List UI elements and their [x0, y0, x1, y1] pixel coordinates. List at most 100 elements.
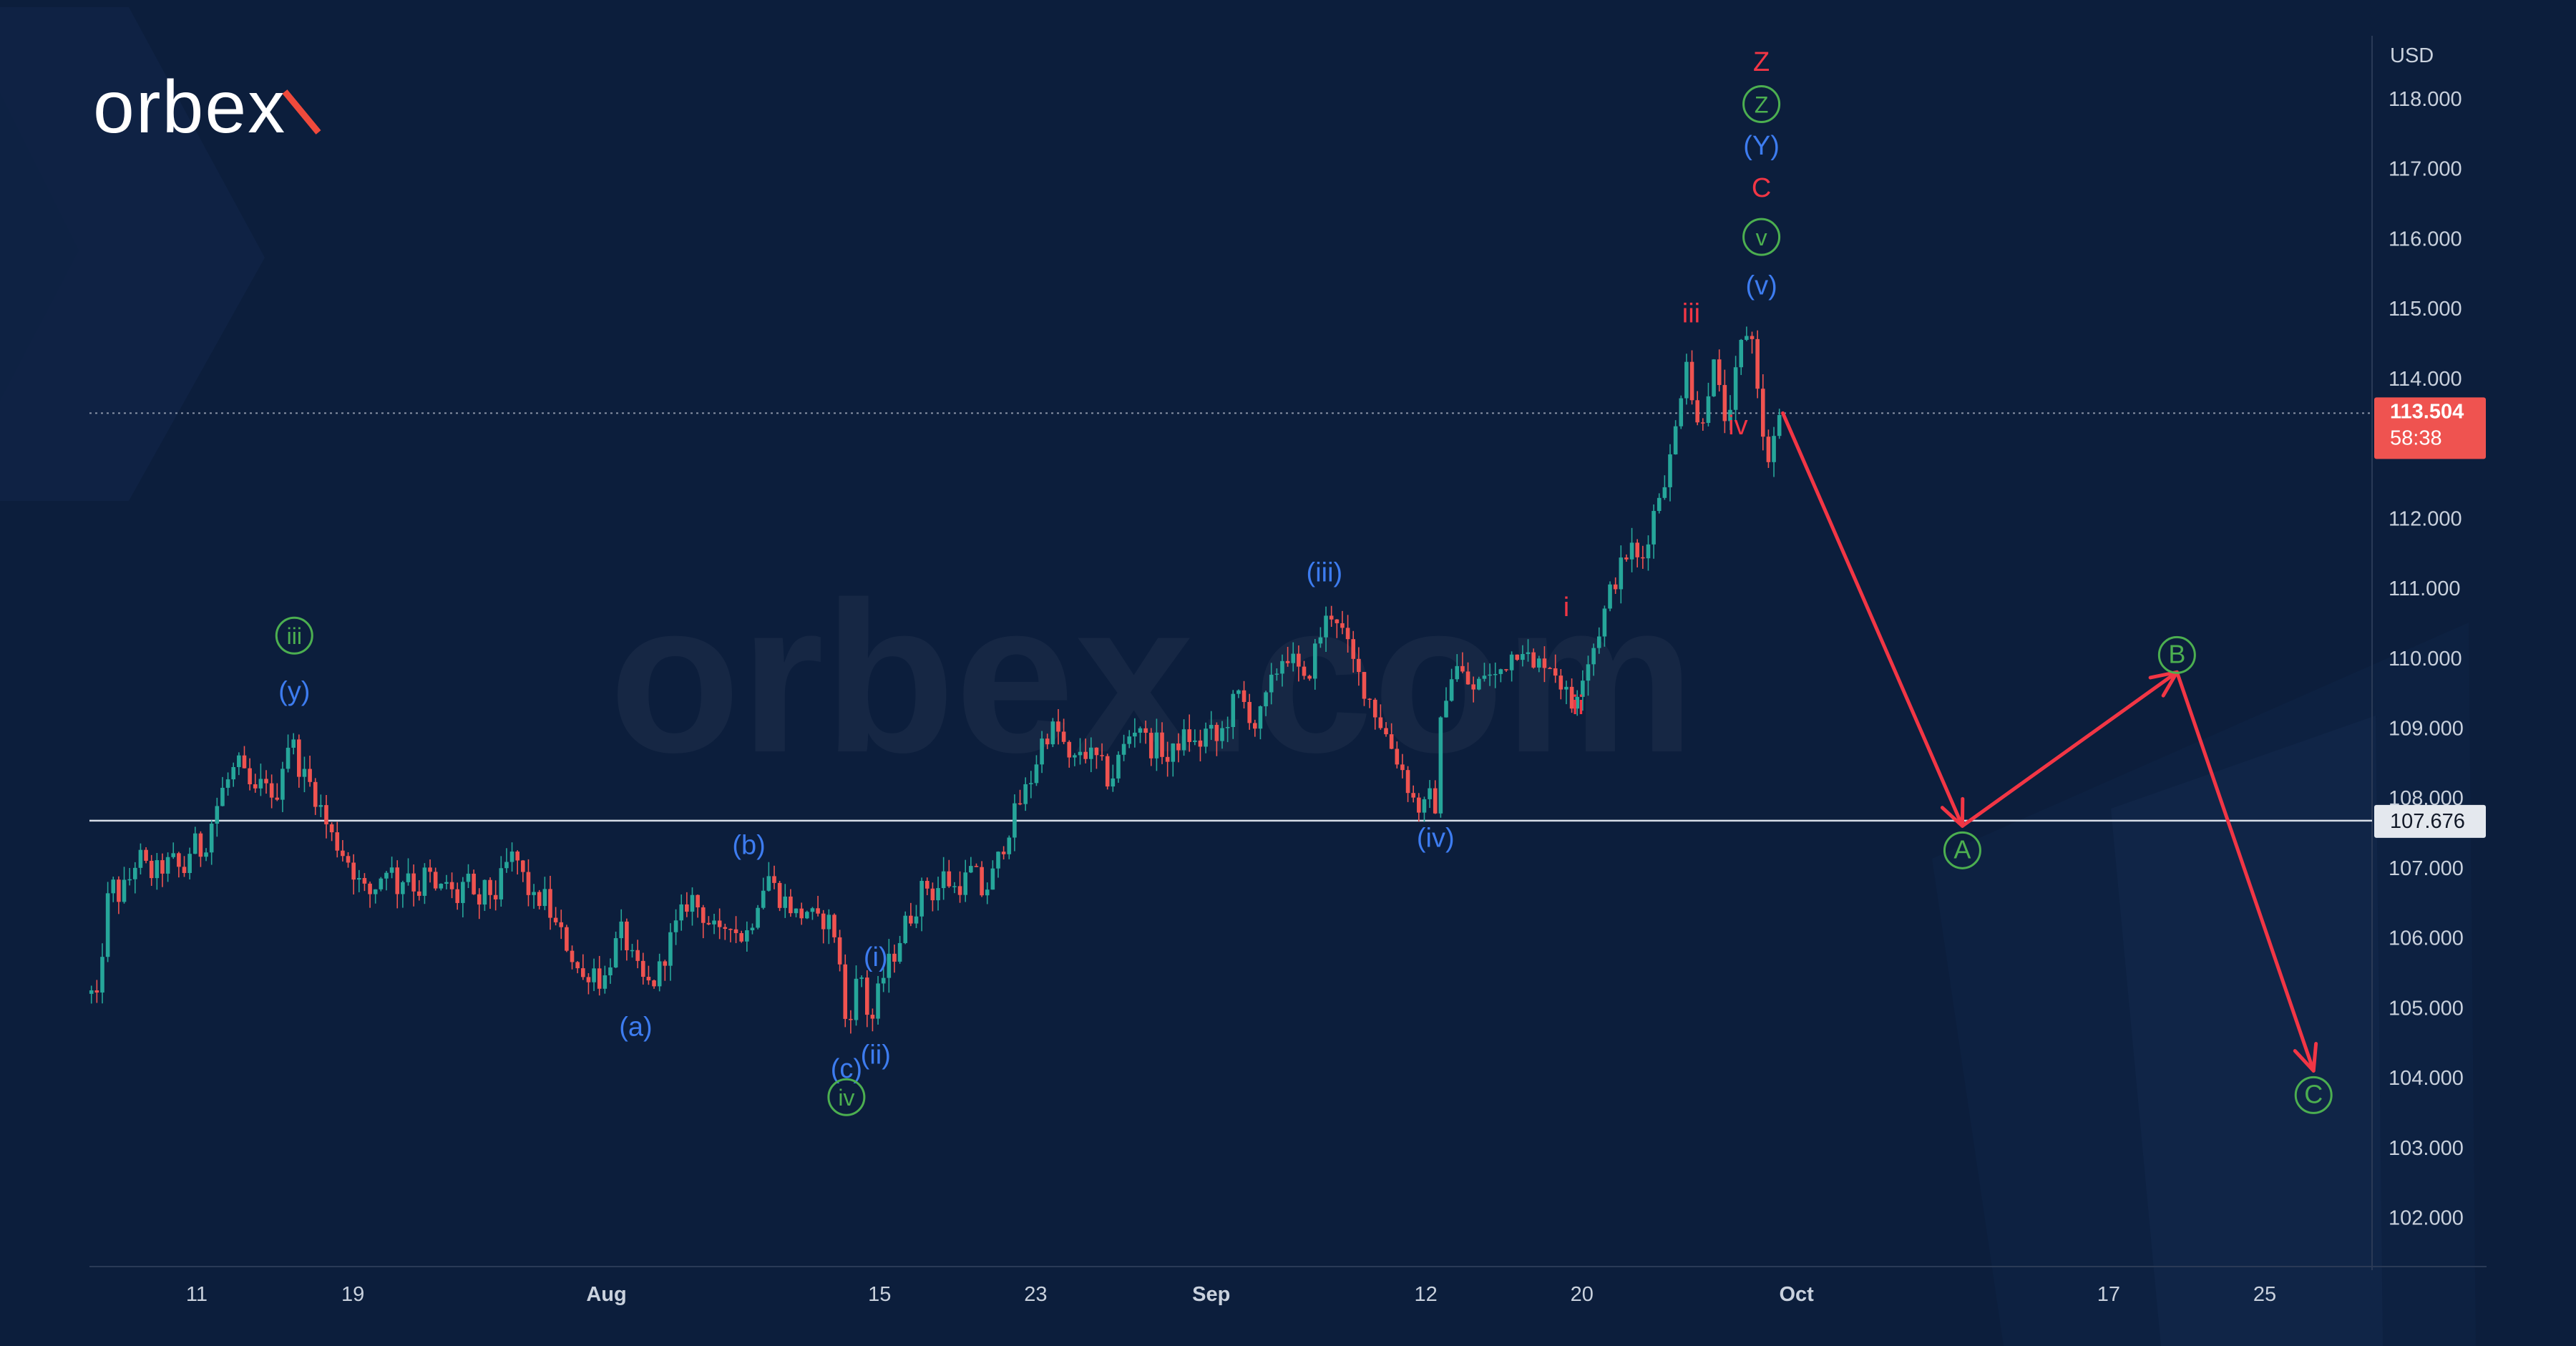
candle — [117, 876, 121, 915]
candle — [341, 839, 345, 862]
wave-label-text: Z — [1755, 92, 1769, 118]
candle — [548, 875, 552, 930]
candle — [466, 864, 471, 889]
candle — [1362, 672, 1367, 706]
candle — [1635, 539, 1640, 567]
candle — [1280, 654, 1284, 687]
y-tick-label: 115.000 — [2389, 298, 2462, 321]
candle — [1340, 610, 1345, 635]
x-axis-ticks: 11 19 Aug 15 23 Sep 12 20 Oct 17 25 — [186, 1283, 2276, 1306]
candle — [204, 848, 208, 862]
wave-label: ii — [1572, 691, 1584, 721]
candle — [1569, 678, 1574, 713]
candle — [1094, 747, 1099, 769]
candle — [105, 882, 110, 962]
candle — [673, 909, 678, 945]
candle — [952, 882, 957, 894]
candle — [472, 869, 476, 895]
candle — [985, 882, 990, 904]
y-tick-label: 112.000 — [2389, 507, 2462, 530]
candle — [1750, 331, 1755, 354]
candle — [1684, 353, 1689, 405]
candle — [1384, 722, 1388, 737]
candle — [553, 907, 558, 926]
candle — [1689, 350, 1694, 405]
candle — [1241, 681, 1246, 709]
candle — [198, 831, 203, 867]
candle — [859, 975, 864, 987]
candle — [947, 859, 952, 888]
candle — [980, 861, 984, 897]
background-decor — [0, 7, 2476, 1346]
candle — [1526, 639, 1531, 662]
candle — [1116, 751, 1121, 783]
candle — [1449, 668, 1454, 702]
candle — [837, 930, 842, 972]
candle — [1264, 691, 1268, 716]
candle — [1050, 718, 1055, 748]
wave-label: iii — [1682, 299, 1700, 329]
y-tick-label: 110.000 — [2389, 648, 2462, 670]
candle — [231, 762, 236, 787]
y-axis-ticks: 102.000 103.000 104.000 105.000 106.000 107.0… — [2389, 88, 2464, 1230]
candle — [750, 923, 755, 935]
last-price-value: 113.504 — [2390, 400, 2464, 423]
candle — [302, 756, 307, 793]
candle — [308, 756, 312, 787]
candle — [1493, 662, 1498, 688]
candle — [575, 961, 580, 974]
candle — [821, 909, 826, 944]
candle — [1411, 785, 1415, 803]
candle — [248, 758, 252, 791]
candle — [428, 859, 432, 883]
candle — [515, 850, 519, 875]
candle — [766, 862, 771, 892]
candle — [1078, 738, 1083, 765]
axis-unit-label: USD — [2390, 44, 2434, 67]
candle — [1351, 630, 1356, 673]
candle — [657, 953, 662, 992]
wave-label-text: (iii) — [1307, 557, 1343, 587]
candle — [805, 910, 809, 920]
candle — [761, 877, 766, 909]
candle — [1465, 662, 1470, 685]
candle — [1083, 738, 1088, 764]
wave-label: v — [1742, 218, 1781, 256]
candle — [663, 960, 668, 981]
candle — [1733, 356, 1738, 422]
candle — [1225, 716, 1230, 743]
forecast-arrow — [2175, 670, 2318, 1073]
y-tick-label: 109.000 — [2389, 718, 2464, 741]
candle — [1291, 642, 1296, 672]
forecast-arrows: A B C — [1781, 411, 2333, 1114]
candle — [411, 864, 416, 907]
candle — [597, 955, 602, 996]
candle — [1389, 723, 1394, 750]
x-tick-label: 17 — [2097, 1283, 2120, 1306]
y-tick-label: 103.000 — [2389, 1137, 2464, 1160]
candle — [1231, 690, 1236, 739]
candle — [1372, 698, 1377, 730]
candle — [488, 877, 492, 909]
candle — [864, 970, 869, 1028]
candle — [368, 881, 372, 908]
candle — [613, 931, 618, 968]
last-price-badge: 113.504 58:38 — [2374, 397, 2486, 459]
candle — [772, 865, 776, 889]
candle — [1285, 646, 1290, 667]
wave-label-text: iii — [1682, 299, 1700, 329]
candle — [1018, 789, 1023, 806]
candle — [416, 880, 421, 901]
candle — [1307, 674, 1312, 681]
wave-label: C — [1752, 173, 1771, 203]
candle — [100, 943, 104, 1004]
candle — [717, 908, 722, 940]
candle — [346, 852, 351, 868]
candle — [1007, 835, 1012, 859]
candle — [542, 877, 547, 910]
candle — [242, 746, 247, 769]
wave-label: (iii) — [1307, 557, 1343, 587]
candle — [592, 958, 596, 991]
candle — [625, 918, 629, 961]
